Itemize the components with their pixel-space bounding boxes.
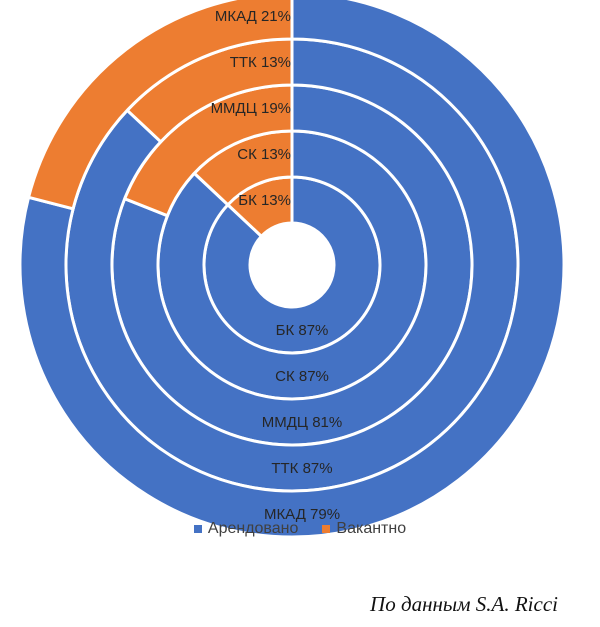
legend-label-vacant: Вакантно xyxy=(336,520,407,537)
label-ММДЦ-vacant: ММДЦ 19% xyxy=(211,100,291,117)
legend-item-rented: Арендовано xyxy=(193,520,299,538)
label-СК-rented: СК 87% xyxy=(275,368,329,385)
legend-item-vacant: Вакантно xyxy=(322,520,406,538)
source-note: По данным S.A. Ricci xyxy=(370,592,558,616)
chart-legend: Арендовано Вакантно xyxy=(0,520,600,538)
label-БК-vacant: БК 13% xyxy=(238,192,291,209)
slice-МКАД-vacant xyxy=(26,0,294,211)
slice-МКАД-rented xyxy=(18,0,566,539)
label-СК-vacant: СК 13% xyxy=(237,146,291,163)
label-ТТК-vacant: ТТК 13% xyxy=(230,54,291,71)
label-МКАД-rented: МКАД 79% xyxy=(264,506,340,523)
label-ТТК-rented: ТТК 87% xyxy=(271,460,332,477)
legend-swatch-vacant xyxy=(322,525,331,533)
legend-swatch-rented xyxy=(193,525,202,533)
label-БК-rented: БК 87% xyxy=(276,322,329,339)
label-МКАД-vacant: МКАД 21% xyxy=(215,8,291,25)
legend-label-rented: Арендовано xyxy=(207,520,299,537)
label-ММДЦ-rented: ММДЦ 81% xyxy=(262,414,342,431)
